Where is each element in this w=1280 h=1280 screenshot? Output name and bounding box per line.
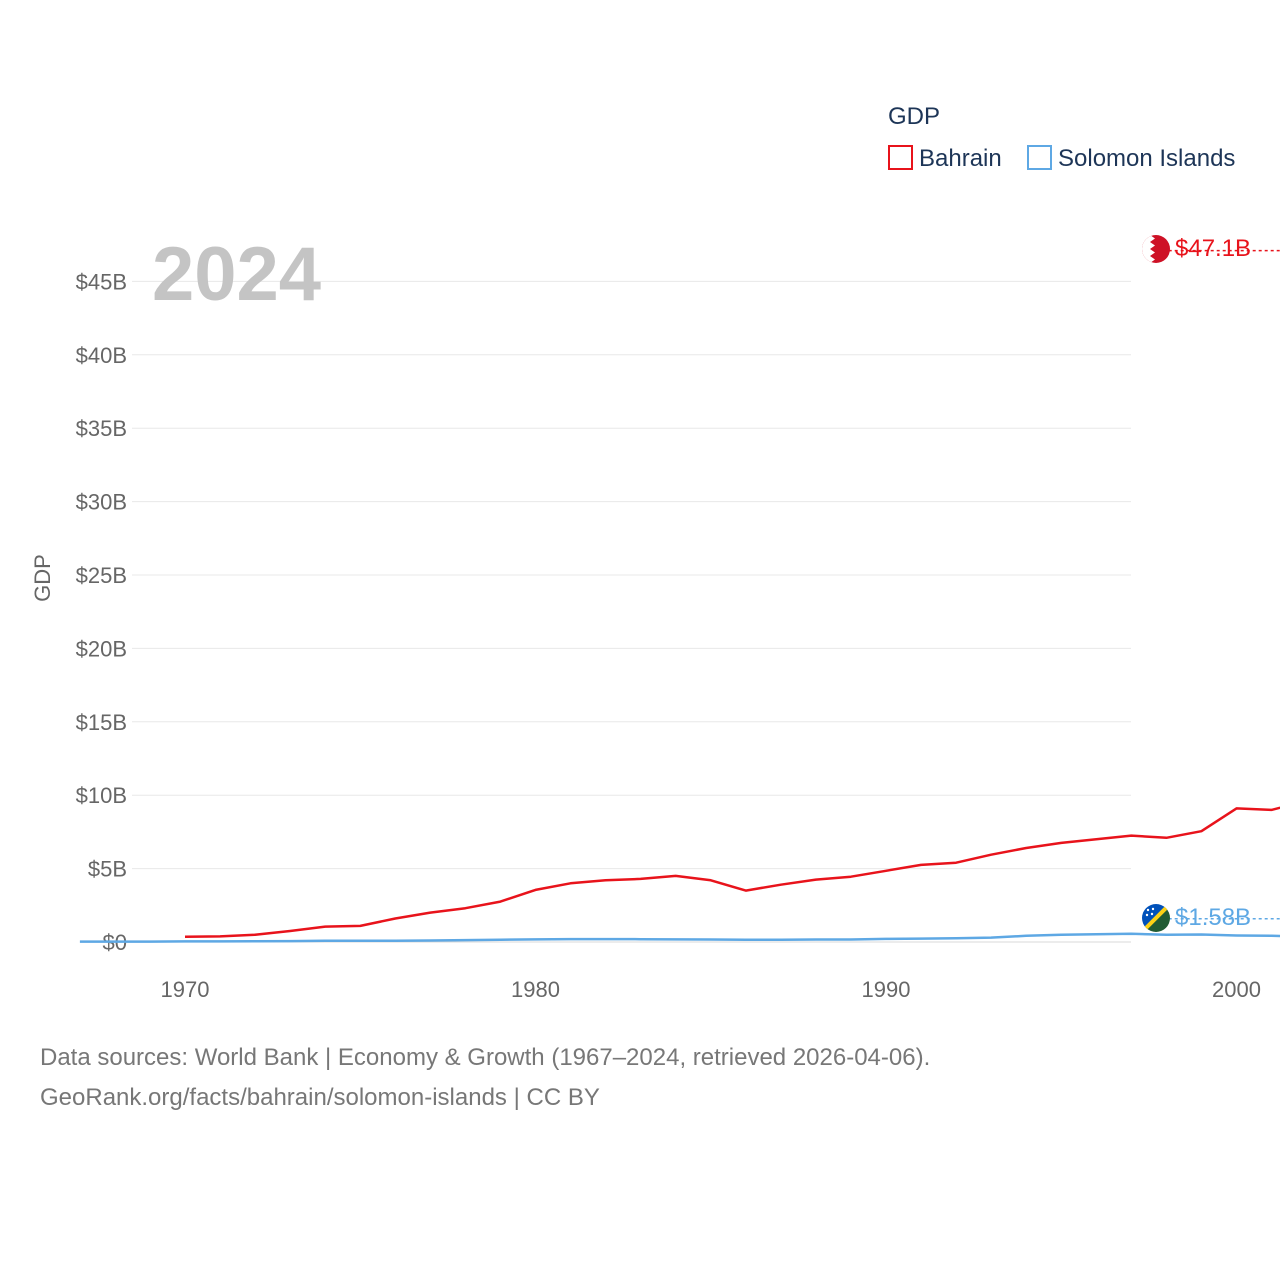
- x-tick-label: 2000: [1212, 977, 1261, 1002]
- y-tick-label: $10B: [76, 783, 127, 808]
- y-tick-label: $5B: [88, 857, 127, 882]
- legend-swatch-solomon-islands[interactable]: [1027, 145, 1052, 170]
- y-tick-label: $45B: [76, 269, 127, 294]
- legend-label-bahrain[interactable]: Bahrain: [919, 145, 1002, 172]
- x-tick-label: 1990: [862, 977, 911, 1002]
- legend: GDP Bahrain Solomon Islands: [888, 103, 1235, 172]
- y-tick-label: $25B: [76, 563, 127, 588]
- chart: $0$5B$10B$15B$20B$25B$30B$35B$40B$45B 19…: [30, 103, 1280, 1002]
- footer-attribution[interactable]: GeoRank.org/facts/bahrain/solomon-island…: [40, 1084, 600, 1111]
- legend-title: GDP: [888, 103, 940, 130]
- x-tick-label: 1980: [511, 977, 560, 1002]
- grid-lines: [132, 280, 1131, 943]
- series-line-solomon-islands[interactable]: [79, 918, 1280, 943]
- y-tick-label: $35B: [76, 416, 127, 441]
- series-lines: [79, 249, 1280, 943]
- solomon-islands-flag-icon: [1142, 904, 1170, 932]
- x-tick-label: 1970: [161, 977, 210, 1002]
- y-axis-ticks: $0$5B$10B$15B$20B$25B$30B$35B$40B$45B: [76, 269, 127, 955]
- legend-label-solomon-islands[interactable]: Solomon Islands: [1058, 145, 1235, 172]
- bahrain-flag-icon: [1142, 235, 1170, 263]
- y-tick-label: $40B: [76, 343, 127, 368]
- y-tick-label: $15B: [76, 710, 127, 735]
- y-tick-label: $30B: [76, 490, 127, 515]
- x-axis-ticks: 197019801990200020102020: [161, 977, 1261, 1002]
- bahrain-end-label: $47.1B: [1175, 235, 1251, 262]
- solomon-islands-end-label: $1.58B: [1175, 904, 1251, 931]
- series-line-bahrain[interactable]: [184, 251, 1280, 938]
- y-tick-label: $20B: [76, 636, 127, 661]
- y-axis-label: GDP: [30, 554, 55, 602]
- footer-sources: Data sources: World Bank | Economy & Gro…: [40, 1044, 931, 1071]
- legend-swatch-bahrain[interactable]: [888, 145, 913, 170]
- year-overlay: 2024: [152, 232, 321, 317]
